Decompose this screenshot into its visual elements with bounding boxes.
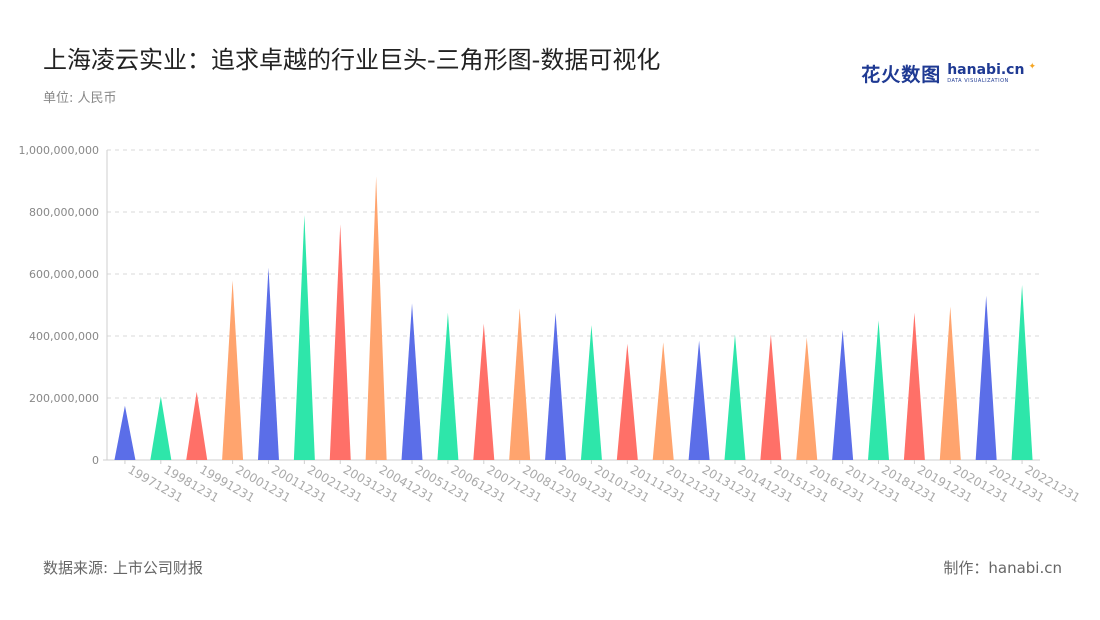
triangle-bar	[616, 343, 638, 460]
triangle-bar	[903, 312, 925, 460]
triangle-bar	[437, 312, 459, 460]
chart-title: 上海凌云实业：追求卓越的行业巨头-三角形图-数据可视化	[43, 46, 661, 74]
brand-logo: 花火数图 hanabi.cn DATA VISUALIZATION ✦	[861, 60, 1038, 87]
x-label-layer: 1997123119981231199912312000123120011231…	[125, 462, 1082, 505]
triangle-bar	[150, 396, 172, 460]
triangle-bar	[257, 267, 279, 460]
axis-layer: 0 200,000,000 400,000,000 600,000,000 800,00…	[19, 144, 1040, 467]
logo-cn-text: 花火数图	[861, 64, 942, 86]
triangle-bar	[401, 303, 423, 460]
triangle-bar	[114, 405, 136, 460]
triangle-bar	[652, 342, 674, 460]
y-tick-label: 800,000,000	[29, 206, 99, 219]
triangle-bar	[329, 224, 351, 460]
triangle-bar	[975, 295, 997, 460]
grid-layer	[107, 149, 1040, 399]
triangle-bar	[1011, 284, 1033, 460]
sparkle-icon: ✦	[1028, 61, 1036, 72]
y-tick-label: 200,000,000	[29, 392, 99, 405]
triangle-bar	[832, 329, 854, 460]
logo-en-block: hanabi.cn DATA VISUALIZATION	[947, 63, 1024, 84]
unit-label: 单位: 人民币	[43, 91, 117, 106]
triangle-bar	[796, 337, 818, 460]
triangle-bar	[939, 306, 961, 460]
bar-layer	[114, 176, 1033, 460]
credit-link[interactable]: 制作：hanabi.cn	[943, 559, 1062, 577]
logo-en-text: hanabi.cn	[947, 62, 1025, 78]
triangle-bar	[293, 215, 315, 460]
triangle-bar	[222, 280, 244, 460]
triangle-bar	[186, 391, 208, 460]
triangle-bar	[545, 312, 567, 460]
y-tick-label: 1,000,000,000	[19, 144, 99, 157]
triangle-bar	[509, 308, 531, 460]
triangle-bar	[473, 323, 495, 460]
y-tick-label: 600,000,000	[29, 268, 99, 281]
triangle-bar	[760, 334, 782, 460]
y-tick-label: 0	[92, 454, 99, 467]
y-tick-label: 400,000,000	[29, 330, 99, 343]
triangle-bar	[868, 320, 890, 460]
triangle-bar	[580, 325, 602, 460]
triangle-bar	[365, 176, 387, 460]
logo-sub-text: DATA VISUALIZATION	[947, 78, 1009, 84]
data-source: 数据来源: 上市公司财报	[43, 559, 203, 577]
triangle-bar	[724, 334, 746, 460]
triangle-bar	[688, 340, 710, 460]
